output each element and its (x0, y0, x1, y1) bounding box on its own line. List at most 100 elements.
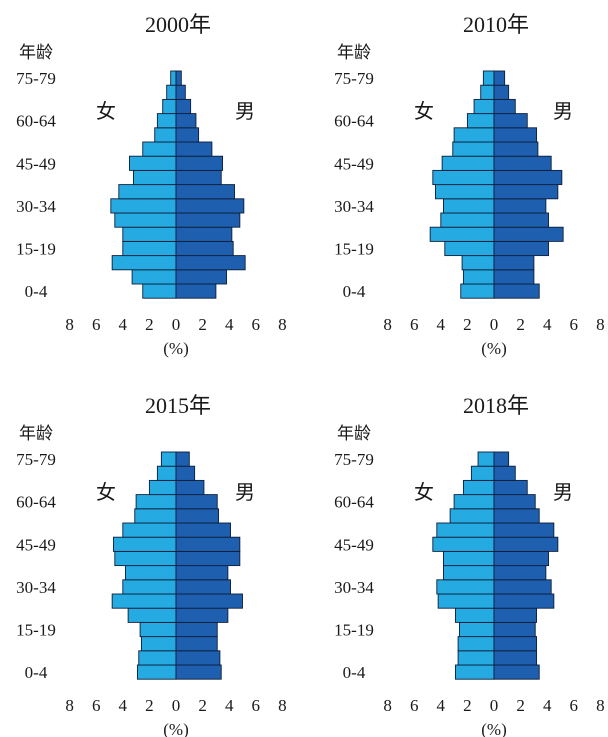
y-tick-label: 30-34 (334, 578, 374, 597)
bar-female-75-79 (477, 451, 495, 467)
bar-female-65-69 (148, 479, 177, 496)
bar-female-0-4 (136, 664, 177, 680)
x-tick-label: 6 (252, 696, 261, 715)
y-axis-title: 年龄 (337, 424, 371, 443)
bar-male-25-29 (175, 212, 241, 228)
y-tick-label: 30-34 (16, 578, 56, 597)
bar-female-0-4 (142, 283, 177, 299)
y-tick-label: 45-49 (334, 535, 374, 554)
x-tick-label: 6 (410, 315, 419, 334)
bar-female-0-4 (460, 283, 495, 299)
bar-female-5-9 (138, 650, 177, 666)
bar-male-15-19 (175, 240, 234, 257)
male-label: 男 (553, 482, 573, 504)
y-tick-label: 60-64 (334, 112, 374, 131)
bar-male-40-44 (175, 550, 241, 567)
x-tick-label: 2 (463, 315, 472, 334)
x-axis-label: (%) (481, 720, 506, 737)
bar-female-15-19 (458, 621, 495, 638)
x-tick-label: 8 (65, 315, 74, 334)
bar-male-50-54 (493, 522, 555, 538)
bar-female-15-19 (122, 240, 177, 257)
bar-male-10-14 (493, 636, 538, 652)
x-tick-label: 8 (383, 315, 392, 334)
chart-title: 2000年 (145, 12, 211, 37)
bar-female-40-44 (132, 169, 177, 186)
bar-female-70-74 (480, 84, 495, 100)
bar-female-20-24 (429, 226, 495, 242)
bar-male-15-19 (493, 240, 549, 257)
bar-female-40-44 (432, 169, 495, 186)
y-axis-title: 年龄 (19, 424, 53, 443)
y-tick-label: 0-4 (25, 663, 48, 682)
bar-female-25-29 (111, 593, 177, 609)
x-tick-label: 6 (410, 696, 419, 715)
bar-female-60-64 (466, 113, 495, 129)
y-tick-label: 60-64 (16, 493, 56, 512)
bar-female-60-64 (453, 494, 495, 510)
y-tick-label: 30-34 (16, 197, 56, 216)
bar-female-25-29 (440, 212, 495, 228)
y-axis-title: 年龄 (19, 43, 53, 62)
bar-male-5-9 (493, 269, 535, 285)
y-tick-label: 15-19 (16, 621, 56, 640)
y-tick-label: 0-4 (343, 282, 366, 301)
bar-female-30-34 (443, 198, 495, 214)
x-tick-label: 0 (490, 696, 499, 715)
y-tick-label: 45-49 (16, 535, 56, 554)
bar-male-0-4 (493, 283, 540, 299)
x-tick-label: 4 (225, 696, 234, 715)
y-tick-label: 15-19 (16, 240, 56, 259)
x-tick-label: 8 (278, 696, 287, 715)
bar-male-45-49 (175, 155, 223, 171)
bar-female-75-79 (482, 70, 495, 86)
bar-male-40-44 (493, 169, 563, 186)
bar-female-20-24 (127, 607, 177, 623)
x-tick-label: 8 (596, 315, 605, 334)
bar-male-30-34 (493, 198, 547, 214)
x-tick-label: 0 (490, 315, 499, 334)
chart-title: 2018年 (463, 393, 529, 418)
bar-male-65-69 (493, 479, 528, 496)
x-tick-label: 6 (252, 315, 261, 334)
x-tick-label: 2 (198, 696, 207, 715)
x-tick-label: 2 (516, 696, 525, 715)
bar-male-5-9 (175, 269, 227, 285)
bar-male-55-59 (493, 127, 538, 143)
bar-female-35-39 (443, 565, 495, 581)
y-tick-label: 30-34 (334, 197, 374, 216)
male-label: 男 (553, 101, 573, 123)
x-tick-label: 2 (198, 315, 207, 334)
bar-female-25-29 (437, 593, 495, 609)
bar-female-45-49 (432, 536, 495, 552)
bar-female-55-59 (134, 508, 177, 524)
bar-male-75-79 (493, 451, 510, 467)
y-axis-title: 年龄 (337, 43, 371, 62)
bar-female-40-44 (114, 550, 177, 567)
x-tick-label: 4 (437, 315, 446, 334)
y-tick-label: 75-79 (334, 69, 374, 88)
x-tick-label: 2 (516, 315, 525, 334)
bar-male-65-69 (175, 98, 192, 115)
bar-female-70-74 (166, 84, 177, 100)
bar-female-30-34 (122, 579, 177, 595)
female-label: 女 (96, 100, 116, 123)
bar-male-45-49 (493, 536, 559, 552)
x-axis-label: (%) (481, 339, 506, 358)
bar-female-65-69 (162, 98, 177, 115)
bar-female-35-39 (435, 184, 495, 200)
bar-male-25-29 (175, 593, 243, 609)
bar-male-45-49 (493, 155, 552, 171)
x-tick-label: 6 (92, 315, 101, 334)
female-label: 女 (414, 100, 434, 123)
bar-female-30-34 (436, 579, 495, 595)
y-tick-label: 45-49 (16, 154, 56, 173)
bar-male-25-29 (493, 593, 555, 609)
bar-female-70-74 (156, 465, 177, 481)
bar-female-10-14 (461, 255, 495, 271)
y-tick-label: 45-49 (334, 154, 374, 173)
bar-female-15-19 (444, 240, 495, 257)
